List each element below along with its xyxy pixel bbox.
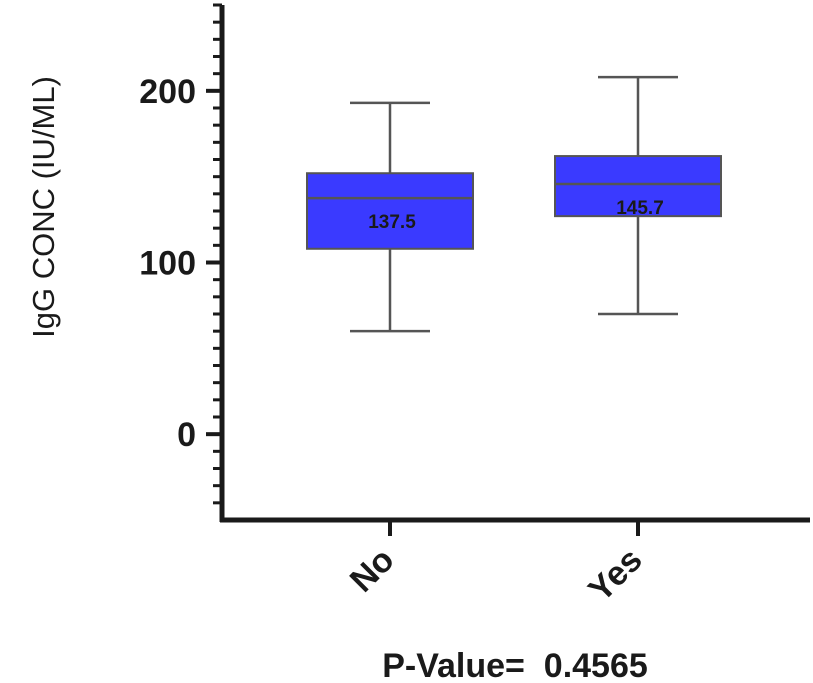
box-yes: 145.7 bbox=[554, 75, 722, 316]
p-value-annotation: P-Value= 0.4565 bbox=[382, 647, 648, 683]
median-value-label: 145.7 bbox=[616, 198, 664, 219]
y-axis-label: IgG CONC (IU/ML) bbox=[26, 76, 61, 338]
box-no: 137.5 bbox=[306, 101, 474, 333]
y-tick-label: 0 bbox=[177, 416, 196, 454]
x-tick-label-no: No bbox=[343, 541, 402, 600]
y-tick-label: 100 bbox=[139, 245, 196, 283]
box-series: 137.5 145.7 bbox=[306, 75, 722, 333]
median-value-label: 137.5 bbox=[368, 212, 416, 233]
iqr-box bbox=[306, 172, 474, 250]
x-axis: No Yes bbox=[220, 517, 810, 609]
iqr-box bbox=[554, 155, 722, 218]
y-tick-label: 200 bbox=[139, 73, 196, 111]
y-axis: 0 100 200 bbox=[139, 3, 225, 522]
x-tick-label-yes: Yes bbox=[581, 541, 649, 609]
